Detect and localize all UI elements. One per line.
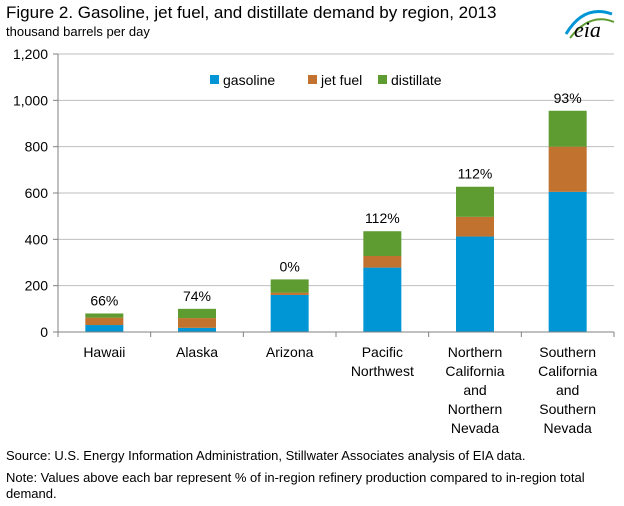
bars xyxy=(85,110,587,332)
y-tick-label: 200 xyxy=(25,278,49,294)
x-tick-label: Northern California and Northern Nevada xyxy=(445,344,504,436)
legend-label: distillate xyxy=(391,72,442,88)
footnote: Note: Values above each bar represent % … xyxy=(6,470,585,501)
chart-title: Figure 2. Gasoline, jet fuel, and distil… xyxy=(6,3,497,22)
bar-value-label: 112% xyxy=(458,166,493,182)
bar-jet-fuel xyxy=(548,146,587,192)
bar-value-label: 93% xyxy=(554,90,582,106)
legend-swatch xyxy=(308,75,317,84)
bar-distillate xyxy=(363,231,402,257)
x-tick-label: Pacific Northwest xyxy=(351,344,414,379)
bar-gasoline xyxy=(548,191,587,332)
y-tick-label: 600 xyxy=(25,185,49,201)
bar-value-label: 66% xyxy=(90,292,118,308)
x-tick-label: Alaska xyxy=(176,344,218,360)
x-tick-label-line: California xyxy=(445,363,504,379)
bar-gasoline xyxy=(85,325,124,332)
y-tick-label: 0 xyxy=(40,324,48,340)
y-tick-labels: 0 200 400 600 800 1,000 1,200 xyxy=(13,46,48,340)
legend-label: gasoline xyxy=(223,72,275,88)
legend: gasoline jet fuel distillate xyxy=(210,72,442,88)
x-tick-label-line: and xyxy=(463,382,486,398)
x-tick-label-line: Northern xyxy=(448,344,502,360)
x-tick-label-line: Southern xyxy=(539,401,596,417)
legend-label: jet fuel xyxy=(320,72,362,88)
bar-distillate xyxy=(178,308,216,319)
bar-distillate xyxy=(270,279,309,293)
x-tick-label-line: Pacific xyxy=(362,344,403,360)
y-tick-label: 400 xyxy=(25,231,49,247)
legend-swatch xyxy=(378,75,387,84)
bar-distillate xyxy=(456,186,494,217)
legend-swatch xyxy=(210,75,219,84)
logo-text: eia xyxy=(574,17,601,42)
bar-distillate xyxy=(548,110,587,147)
bar-gasoline xyxy=(270,294,309,332)
eia-logo: eia xyxy=(564,10,615,42)
bar-jet-fuel xyxy=(456,216,494,237)
bar-jet-fuel xyxy=(178,318,216,328)
bar-gasoline xyxy=(363,267,402,332)
bar-gasoline xyxy=(178,327,216,332)
bar-jet-fuel xyxy=(270,292,309,295)
x-tick-label-line: Southern xyxy=(539,344,596,360)
chart-subtitle: thousand barrels per day xyxy=(6,24,150,39)
y-tick-label: 1,000 xyxy=(13,92,48,108)
bar-value-label: 0% xyxy=(280,258,300,274)
x-tick-label: Southern California and Southern Nevada xyxy=(538,344,597,436)
gridlines xyxy=(58,53,614,287)
bar-gasoline xyxy=(456,236,494,332)
bar-jet-fuel xyxy=(85,317,124,326)
x-tick-label-line: Hawaii xyxy=(83,344,125,360)
bar-value-label: 112% xyxy=(365,210,400,226)
stacked-bar-chart: 0 200 400 600 800 1,000 1,200 Hawaii Alaska Ariz… xyxy=(13,46,615,436)
x-tick-label-line: Nevada xyxy=(544,420,592,436)
x-tick-labels: Hawaii Alaska Arizona Pacific Northwest North… xyxy=(83,344,597,436)
x-tick-label-line: Northern xyxy=(448,401,502,417)
x-tick-label: Arizona xyxy=(266,344,314,360)
y-tick-label: 800 xyxy=(25,139,49,155)
bar-value-label: 74% xyxy=(183,288,211,304)
source-note: Source: U.S. Energy Information Administ… xyxy=(6,448,526,463)
x-tick-label-line: Nevada xyxy=(451,420,499,436)
x-tick-label-line: Northwest xyxy=(351,363,414,379)
x-tick-label-line: and xyxy=(556,382,579,398)
axes xyxy=(53,53,615,337)
bar-jet-fuel xyxy=(363,256,402,268)
x-tick-label: Hawaii xyxy=(83,344,125,360)
y-tick-label: 1,200 xyxy=(13,46,48,62)
x-tick-label-line: California xyxy=(538,363,597,379)
x-tick-label-line: Alaska xyxy=(176,344,218,360)
bar-value-labels: 66% 74% 0% 112% 112% 93% xyxy=(90,90,581,309)
bar-distillate xyxy=(85,313,124,318)
x-tick-label-line: Arizona xyxy=(266,344,314,360)
